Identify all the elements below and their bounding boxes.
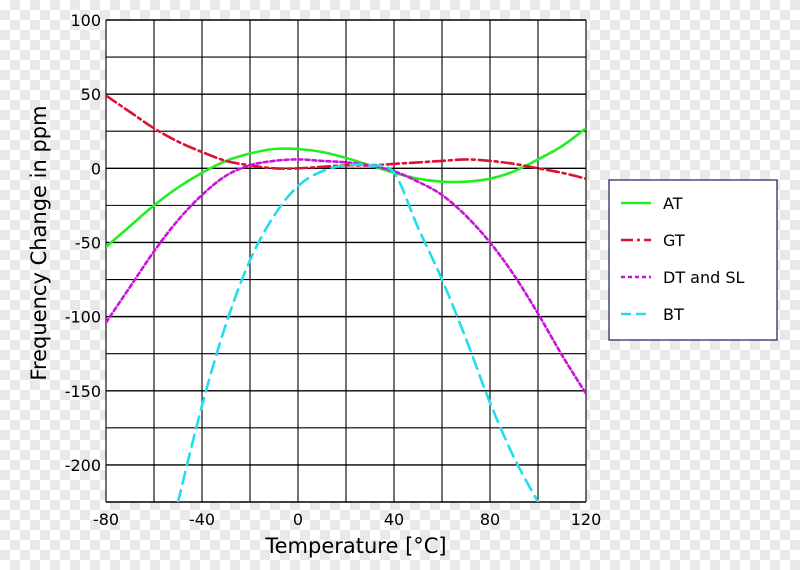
- x-tick-label: -80: [93, 510, 119, 529]
- grid: [105, 19, 587, 503]
- series-line-gt: [106, 94, 586, 180]
- y-tick-label: -100: [65, 308, 101, 327]
- y-tick-labels: 100 50 0 -50 -100 -150 -200: [65, 11, 101, 475]
- legend-label-bt: BT: [663, 305, 684, 324]
- x-tick-label: -40: [189, 510, 215, 529]
- x-axis-label: Temperature [°C]: [264, 534, 446, 558]
- series-lines: [106, 94, 586, 502]
- y-tick-label: 50: [81, 85, 101, 104]
- y-tick-label: -200: [65, 456, 101, 475]
- x-tick-label: 40: [384, 510, 404, 529]
- x-tick-label: 120: [571, 510, 602, 529]
- y-tick-label: -150: [65, 382, 101, 401]
- y-tick-label: -50: [75, 233, 101, 252]
- series-line-bt: [176, 163, 540, 502]
- series-line-at: [106, 127, 586, 249]
- y-tick-label: 0: [91, 159, 101, 178]
- legend-label-dt-and-sl: DT and SL: [663, 268, 745, 287]
- series-line-dt-and-sl: [106, 158, 586, 395]
- y-axis-label: Frequency Change in ppm: [27, 105, 51, 380]
- y-tick-label: 100: [70, 11, 101, 30]
- x-tick-label: 80: [480, 510, 500, 529]
- legend-label-at: AT: [663, 194, 683, 213]
- x-tick-labels: -80 -40 0 40 80 120: [93, 510, 601, 529]
- x-tick-label: 0: [293, 510, 303, 529]
- legend-label-gt: GT: [663, 231, 685, 250]
- legend: AT GT DT and SL BT: [608, 179, 778, 341]
